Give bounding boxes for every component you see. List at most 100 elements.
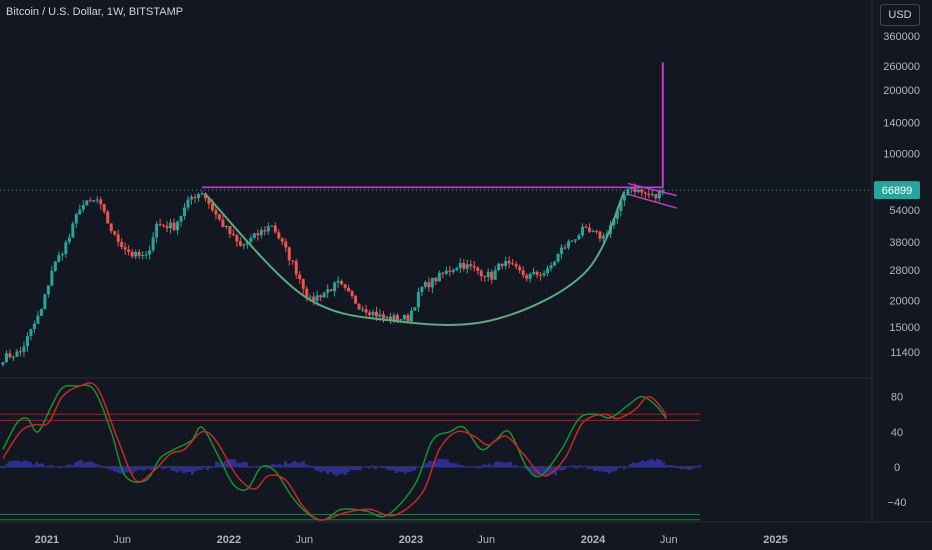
histogram-bar	[254, 466, 257, 468]
candle-body	[598, 231, 602, 239]
histogram-bar	[47, 465, 50, 468]
candle-body	[354, 296, 358, 304]
candle-body	[18, 351, 22, 353]
histogram-bar	[194, 467, 197, 472]
histogram-bar	[512, 465, 515, 468]
histogram-bar	[95, 463, 98, 468]
histogram-bar	[377, 466, 380, 468]
candle-body	[416, 292, 420, 308]
candle-body	[196, 194, 200, 199]
candle-body	[81, 205, 85, 210]
candle-body	[619, 200, 623, 211]
histogram-bar	[41, 463, 44, 468]
histogram-bar	[266, 467, 269, 469]
candle-body	[137, 251, 141, 256]
candle-body	[221, 219, 225, 228]
histogram-bar	[599, 467, 602, 472]
histogram-bar	[422, 465, 425, 468]
histogram-bar	[146, 467, 149, 469]
histogram-bar	[311, 466, 314, 468]
histogram-bar	[692, 467, 695, 469]
candle-body	[661, 190, 665, 192]
histogram-bar	[302, 461, 305, 468]
candle-body	[437, 272, 441, 282]
price-tick-label: 28000	[889, 265, 920, 277]
histogram-bar	[299, 462, 302, 468]
histogram-bar	[275, 464, 278, 468]
time-tick-label: 2021	[35, 534, 59, 546]
candle-body	[256, 233, 260, 236]
histogram-bar	[686, 467, 689, 470]
time-tick-label: 2023	[399, 534, 423, 546]
candle-body	[127, 249, 131, 252]
candle-body	[71, 223, 75, 238]
candle-body	[340, 280, 344, 285]
histogram-bar	[356, 467, 359, 471]
cup-curve	[204, 190, 626, 326]
histogram-bar	[542, 467, 545, 475]
histogram-bar	[401, 467, 404, 473]
histogram-bar	[524, 467, 527, 469]
candles-group	[1, 183, 665, 367]
candle-body	[462, 262, 466, 269]
histogram-bar	[287, 463, 290, 468]
candle-body	[640, 189, 644, 193]
histogram-bar	[695, 465, 698, 468]
histogram-bar	[290, 462, 293, 468]
currency-button[interactable]: USD	[880, 4, 920, 26]
histogram-bar	[308, 465, 311, 468]
histogram-bar	[29, 462, 32, 468]
histogram-bar	[116, 467, 119, 473]
candle-body	[584, 226, 588, 228]
candle-body	[50, 270, 54, 286]
histogram-bar	[281, 465, 284, 468]
time-tick-label: Jun	[113, 534, 131, 546]
candle-body	[102, 204, 106, 212]
histogram-bar	[383, 467, 386, 469]
candle-body	[130, 251, 134, 257]
histogram-bar	[425, 463, 428, 468]
candle-body	[465, 264, 469, 269]
candle-body	[430, 277, 434, 288]
histogram-bar	[125, 467, 128, 473]
histogram-bar	[185, 467, 188, 473]
histogram-bar	[464, 466, 467, 468]
candle-body	[22, 346, 26, 352]
histogram-bar	[59, 467, 62, 469]
candle-body	[29, 329, 33, 337]
candle-body	[378, 314, 382, 317]
candle-body	[455, 268, 459, 271]
oscillator-line-green	[2, 384, 667, 521]
candle-body	[368, 312, 372, 316]
histogram-bar	[35, 462, 38, 468]
candle-body	[504, 260, 508, 266]
histogram-bar	[44, 466, 47, 468]
histogram-bar	[215, 461, 218, 468]
candle-body	[11, 356, 15, 358]
candle-body	[549, 265, 553, 269]
histogram-bar	[491, 465, 494, 468]
candle-body	[469, 264, 473, 267]
histogram-bar	[485, 464, 488, 468]
histogram-bar	[278, 463, 281, 468]
flag-upper-line	[627, 182, 677, 197]
histogram-bar	[509, 461, 512, 468]
histogram-bar	[233, 459, 236, 468]
histogram-bar	[56, 466, 59, 468]
histogram-bar	[560, 467, 563, 471]
candle-body	[116, 234, 120, 243]
candle-body	[141, 255, 145, 257]
candle-body	[207, 198, 211, 204]
histogram-bar	[482, 464, 485, 468]
histogram-bar	[161, 467, 164, 470]
histogram-bar	[614, 467, 617, 471]
histogram-bar	[158, 465, 161, 468]
histogram-bar	[371, 465, 374, 468]
candle-body	[4, 353, 8, 363]
histogram-bar	[566, 466, 569, 468]
histogram-bar	[470, 465, 473, 468]
candle-body	[25, 336, 29, 347]
candle-body	[273, 225, 277, 233]
candle-body	[542, 273, 546, 276]
